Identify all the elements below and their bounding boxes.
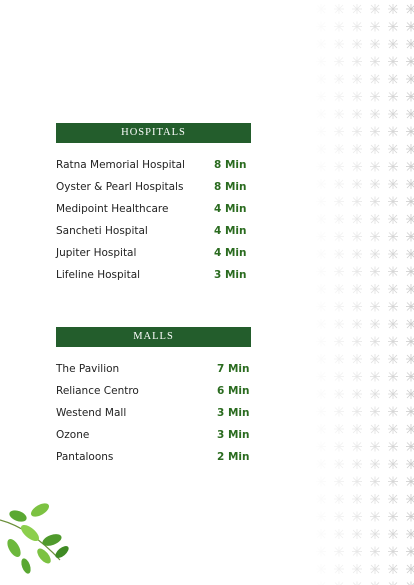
- place-name: Lifeline Hospital: [56, 269, 141, 281]
- list-row: Sancheti Hospital 4 Min: [56, 220, 251, 242]
- travel-time: 3 Min: [217, 407, 250, 419]
- travel-time: 7 Min: [217, 363, 250, 375]
- list-row: Reliance Centro 6 Min: [56, 380, 251, 402]
- place-name: Sancheti Hospital: [56, 225, 148, 237]
- place-name: Pantaloons: [56, 451, 114, 463]
- travel-time: 6 Min: [217, 385, 250, 397]
- place-name: The Pavilion: [56, 363, 120, 375]
- place-name: Medipoint Healthcare: [56, 203, 169, 215]
- travel-time: 8 Min: [214, 181, 247, 193]
- list-row: The Pavilion 7 Min: [56, 358, 251, 380]
- travel-time: 2 Min: [217, 451, 250, 463]
- pattern: [312, 0, 414, 585]
- place-name: Reliance Centro: [56, 385, 139, 397]
- list-row: Ozone 3 Min: [56, 424, 251, 446]
- list-row: Pantaloons 2 Min: [56, 446, 251, 468]
- travel-time: 4 Min: [214, 225, 247, 237]
- section-title: MALLS: [56, 327, 251, 347]
- place-name: Ozone: [56, 429, 90, 441]
- travel-time: 3 Min: [214, 269, 247, 281]
- list-row: Medipoint Healthcare 4 Min: [56, 198, 251, 220]
- section: HOSPITALS Ratna Memorial Hospital 8 Min Oys…: [56, 123, 251, 286]
- place-name: Oyster & Pearl Hospitals: [56, 181, 184, 193]
- place-name: Jupiter Hospital: [56, 247, 137, 259]
- section: MALLS The Pavilion 7 Min Reliance Centro 6 M…: [56, 327, 251, 468]
- list-row: Ratna Memorial Hospital 8 Min: [56, 154, 251, 176]
- leaves: [0, 503, 69, 574]
- list-row: Oyster & Pearl Hospitals 8 Min: [56, 176, 251, 198]
- travel-time: 8 Min: [214, 159, 247, 171]
- section-title: HOSPITALS: [56, 123, 251, 143]
- travel-time: 4 Min: [214, 203, 247, 215]
- list-row: Westend Mall 3 Min: [56, 402, 251, 424]
- place-name: Westend Mall: [56, 407, 127, 419]
- travel-time: 4 Min: [214, 247, 247, 259]
- list-row: Jupiter Hospital 4 Min: [56, 242, 251, 264]
- list-row: Lifeline Hospital 3 Min: [56, 264, 251, 286]
- place-name: Ratna Memorial Hospital: [56, 159, 185, 171]
- travel-time: 3 Min: [217, 429, 250, 441]
